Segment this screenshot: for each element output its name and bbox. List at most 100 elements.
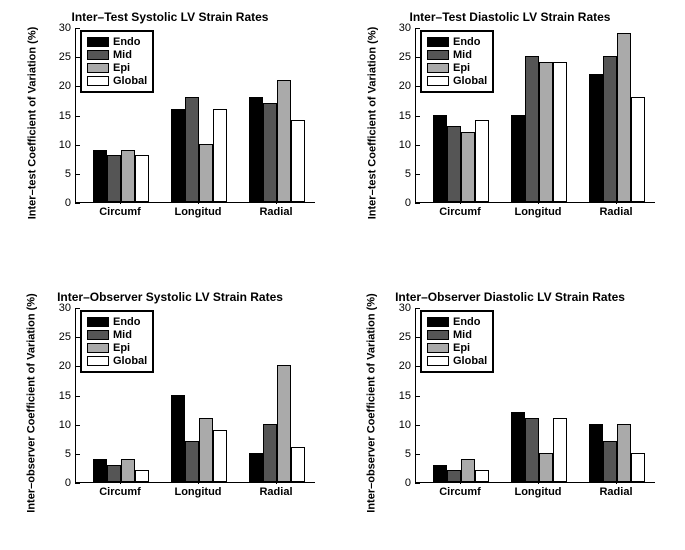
legend-label: Global bbox=[113, 75, 147, 87]
legend-swatch bbox=[427, 50, 449, 60]
xtick-mark bbox=[276, 479, 277, 484]
ytick-mark bbox=[75, 425, 80, 426]
ytick-label: 5 bbox=[41, 448, 71, 460]
bar bbox=[617, 33, 631, 202]
ytick-mark bbox=[75, 116, 80, 117]
ytick-label: 25 bbox=[381, 51, 411, 63]
bar bbox=[475, 120, 489, 202]
ytick-mark bbox=[415, 366, 420, 367]
bar bbox=[171, 395, 185, 483]
panel-0: Inter–Test Systolic LV Strain RatesInter… bbox=[25, 10, 315, 235]
xtick-mark bbox=[198, 479, 199, 484]
ytick-label: 15 bbox=[381, 390, 411, 402]
bar bbox=[433, 115, 447, 203]
ytick-mark bbox=[75, 454, 80, 455]
bar bbox=[263, 103, 277, 202]
ytick-label: 30 bbox=[41, 22, 71, 34]
xtick-mark bbox=[538, 479, 539, 484]
legend-swatch bbox=[427, 76, 449, 86]
bar bbox=[199, 144, 213, 202]
xtick-mark bbox=[538, 199, 539, 204]
bar bbox=[107, 465, 121, 483]
ytick-mark bbox=[415, 57, 420, 58]
panel-2: Inter–Observer Systolic LV Strain RatesI… bbox=[25, 290, 315, 515]
bar bbox=[213, 109, 227, 202]
bar bbox=[589, 74, 603, 202]
legend: EndoMidEpiGlobal bbox=[80, 30, 154, 93]
legend-swatch bbox=[87, 63, 109, 73]
xtick-label: Radial bbox=[259, 206, 292, 218]
bar bbox=[603, 441, 617, 482]
xtick-mark bbox=[120, 479, 121, 484]
ytick-mark bbox=[415, 86, 420, 87]
y-axis-label: Inter–test Coefficient of Variation (%) bbox=[23, 10, 41, 235]
ytick-label: 25 bbox=[41, 331, 71, 343]
bar bbox=[93, 150, 107, 203]
panel-3: Inter–Observer Diastolic LV Strain Rates… bbox=[365, 290, 655, 515]
bar bbox=[171, 109, 185, 202]
xtick-label: Circumf bbox=[99, 486, 141, 498]
legend-label: Epi bbox=[113, 62, 130, 74]
legend-swatch bbox=[87, 317, 109, 327]
ytick-label: 0 bbox=[381, 197, 411, 209]
ytick-label: 10 bbox=[381, 419, 411, 431]
bar bbox=[589, 424, 603, 482]
legend-item: Epi bbox=[87, 342, 147, 354]
bar bbox=[461, 459, 475, 482]
ytick-label: 30 bbox=[41, 302, 71, 314]
legend-swatch bbox=[87, 356, 109, 366]
bar bbox=[511, 115, 525, 203]
bar bbox=[291, 447, 305, 482]
bar bbox=[603, 56, 617, 202]
ytick-mark bbox=[415, 203, 420, 204]
bar bbox=[185, 441, 199, 482]
legend-swatch bbox=[87, 343, 109, 353]
bar bbox=[617, 424, 631, 482]
ytick-label: 15 bbox=[381, 110, 411, 122]
legend: EndoMidEpiGlobal bbox=[80, 310, 154, 373]
bar bbox=[511, 412, 525, 482]
ytick-mark bbox=[415, 145, 420, 146]
legend-item: Endo bbox=[87, 36, 147, 48]
legend-item: Epi bbox=[87, 62, 147, 74]
ytick-label: 15 bbox=[41, 110, 71, 122]
xtick-mark bbox=[616, 199, 617, 204]
legend-label: Mid bbox=[113, 49, 132, 61]
ytick-label: 20 bbox=[41, 360, 71, 372]
legend-item: Global bbox=[87, 355, 147, 367]
ytick-mark bbox=[75, 483, 80, 484]
plot-area: EndoMidEpiGlobal bbox=[75, 28, 315, 203]
legend-swatch bbox=[87, 50, 109, 60]
legend-item: Endo bbox=[87, 316, 147, 328]
xtick-mark bbox=[616, 479, 617, 484]
legend-label: Global bbox=[113, 355, 147, 367]
bar bbox=[135, 155, 149, 202]
xtick-mark bbox=[198, 199, 199, 204]
bar bbox=[539, 453, 553, 482]
bar bbox=[631, 453, 645, 482]
ytick-label: 25 bbox=[381, 331, 411, 343]
legend-label: Global bbox=[453, 355, 487, 367]
ytick-mark bbox=[75, 396, 80, 397]
legend-swatch bbox=[427, 343, 449, 353]
legend-item: Mid bbox=[87, 329, 147, 341]
ytick-mark bbox=[75, 28, 80, 29]
legend-swatch bbox=[427, 317, 449, 327]
ytick-label: 10 bbox=[41, 419, 71, 431]
ytick-label: 10 bbox=[41, 139, 71, 151]
legend-item: Mid bbox=[427, 49, 487, 61]
ytick-mark bbox=[415, 28, 420, 29]
legend-swatch bbox=[427, 330, 449, 340]
ytick-label: 15 bbox=[41, 390, 71, 402]
bar bbox=[553, 418, 567, 482]
legend-label: Mid bbox=[453, 49, 472, 61]
xtick-mark bbox=[460, 199, 461, 204]
legend-item: Endo bbox=[427, 316, 487, 328]
legend-label: Endo bbox=[453, 316, 481, 328]
legend-item: Mid bbox=[427, 329, 487, 341]
bar bbox=[249, 97, 263, 202]
y-axis-label: Inter–observer Coefficient of Variation … bbox=[363, 290, 381, 515]
ytick-mark bbox=[75, 337, 80, 338]
legend: EndoMidEpiGlobal bbox=[420, 310, 494, 373]
ytick-label: 0 bbox=[381, 477, 411, 489]
